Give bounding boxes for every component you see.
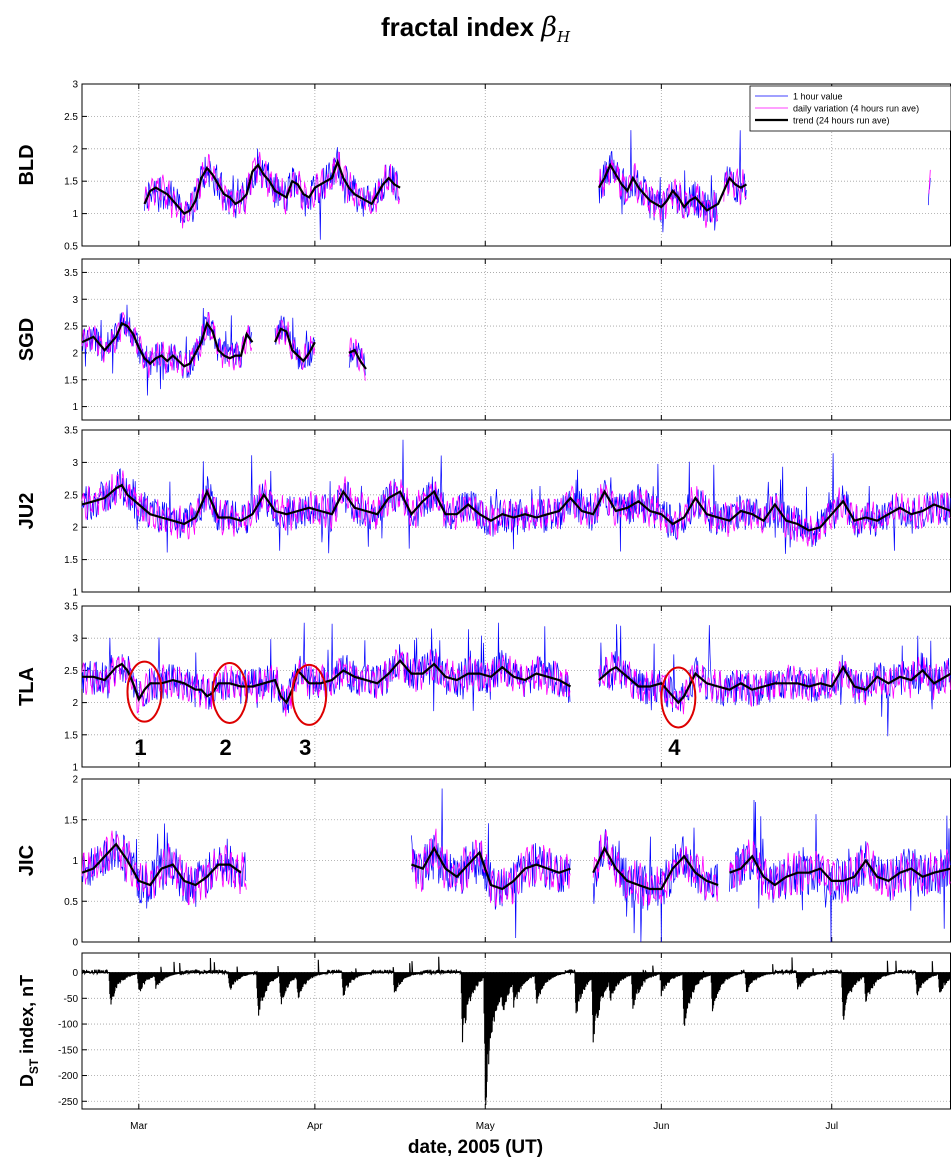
panel-ju2-y-tick-label: 2 bbox=[72, 523, 78, 534]
panel-sgd-y-tick-label: 1 bbox=[72, 402, 78, 413]
panel-ju2-y-tick-label: 1 bbox=[72, 588, 78, 599]
panel-dst-y-tick-label: 0 bbox=[72, 968, 78, 979]
panel-tla-y-tick-label: 1.5 bbox=[64, 730, 78, 741]
panel-jic-daily-line bbox=[411, 828, 571, 907]
legend-label-1: 1 hour value bbox=[793, 92, 843, 102]
panel-sgd-y-tick-label: 1.5 bbox=[64, 375, 78, 386]
panel-jic-trend-line bbox=[81, 842, 242, 887]
annotation-circle-3 bbox=[291, 663, 328, 726]
x-axis-label: date, 2005 (UT) bbox=[407, 1137, 544, 1158]
panel-jic-hourly-line bbox=[592, 827, 719, 943]
panel-ju2-ylabel: JU2 bbox=[16, 493, 38, 530]
panel-sgd-frame bbox=[81, 258, 951, 421]
panel-jic-trend-line bbox=[411, 846, 571, 891]
panel-sgd-daily-line bbox=[348, 337, 366, 381]
x-tick-label-jul: Jul bbox=[825, 1121, 838, 1132]
chart-title: fractal index βH bbox=[0, 12, 951, 46]
panel-tla-y-tick-label: 2 bbox=[72, 698, 78, 709]
annotation-label-2: 2 bbox=[220, 735, 232, 760]
panel-jic-daily-line bbox=[729, 839, 951, 904]
x-tick-label-may: May bbox=[476, 1121, 495, 1132]
panel-bld-grid: 0.5 1 1.5 2 2.5 3 bbox=[64, 80, 951, 253]
panel-bld-ylabel: BLD bbox=[16, 144, 38, 185]
panel-bld-daily-line bbox=[723, 168, 747, 206]
annotation-label-1: 1 bbox=[134, 735, 146, 760]
panel-sgd-trend-line bbox=[274, 327, 316, 363]
panel-sgd-trend-line bbox=[81, 320, 254, 368]
panel-jic-trend-line bbox=[729, 854, 951, 887]
panel-dst-y-tick-label: -250 bbox=[58, 1097, 78, 1108]
panel-bld-y-tick-label: 2.5 bbox=[64, 112, 78, 123]
panel-tla-ylabel: TLA bbox=[16, 667, 38, 706]
dst-index-bars bbox=[81, 956, 951, 1106]
panel-ju2-y-tick-label: 3 bbox=[72, 458, 78, 469]
annotation-label-3: 3 bbox=[299, 735, 311, 760]
panel-ju2-daily-line bbox=[81, 470, 951, 547]
panel-tla-y-tick-label: 3 bbox=[72, 634, 78, 645]
panel-jic-y-tick-label: 1.5 bbox=[64, 815, 78, 826]
panel-bld-y-tick-label: 3 bbox=[72, 80, 78, 91]
panel-sgd-y-tick-label: 3.5 bbox=[64, 268, 78, 279]
panel-dst-ylabel: DST index, nT bbox=[17, 975, 41, 1087]
annotation-label-4: 4 bbox=[668, 735, 681, 760]
panel-bld-y-tick-label: 2 bbox=[72, 144, 78, 155]
panel-sgd-y-tick-label: 2 bbox=[72, 348, 78, 359]
legend-label-3: trend (24 hours run ave) bbox=[793, 116, 890, 126]
panel-bld-daily-line bbox=[928, 169, 931, 194]
panel-sgd-daily-line bbox=[81, 311, 253, 378]
panel-jic-y-tick-label: 2 bbox=[72, 775, 78, 786]
panel-jic-trend-line bbox=[592, 845, 719, 891]
title-main: fractal index bbox=[380, 12, 535, 42]
panel-jic-ylabel: JIC bbox=[16, 845, 38, 876]
panel-ju2-y-tick-label: 1.5 bbox=[64, 555, 78, 566]
title-subscript: H bbox=[556, 28, 571, 46]
panel-dst-y-tick-label: -150 bbox=[58, 1045, 78, 1056]
panel-tla-y-tick-label: 1 bbox=[72, 763, 78, 774]
panel-tla-y-tick-label: 2.5 bbox=[64, 666, 78, 677]
panel-dst-y-tick-label: -200 bbox=[58, 1071, 78, 1082]
annotation-circle-2 bbox=[211, 661, 248, 724]
annotation-circle-4 bbox=[660, 666, 697, 729]
title-symbol: β bbox=[541, 12, 557, 43]
panel-sgd-y-tick-label: 3 bbox=[72, 295, 78, 306]
panel-ju2-trend-line bbox=[81, 483, 951, 532]
annotation-circle-1 bbox=[126, 660, 163, 723]
panel-bld-trend-line bbox=[597, 162, 748, 212]
panel-tla-trend-line bbox=[598, 665, 951, 705]
panel-jic-y-tick-label: 0.5 bbox=[64, 897, 78, 908]
x-tick-label-jun: Jun bbox=[653, 1121, 669, 1132]
legend-label-2: daily variation (4 hours run ave) bbox=[793, 104, 919, 114]
panel-tla-daily-line bbox=[598, 651, 951, 715]
panel-jic-hourly-line bbox=[411, 788, 571, 939]
panel-dst-y-tick-label: -100 bbox=[58, 1020, 78, 1031]
legend: 1 hour value daily variation (4 hours run… bbox=[749, 85, 951, 132]
panel-bld-y-tick-label: 1 bbox=[72, 209, 78, 220]
legend-box bbox=[749, 85, 951, 132]
panel-bld-y-tick-label: 1.5 bbox=[64, 177, 78, 188]
panel-ju2-y-tick-label: 3.5 bbox=[64, 426, 78, 437]
panel-bld-trend-line bbox=[143, 158, 401, 215]
panel-dst-y-tick-label: -50 bbox=[64, 994, 79, 1005]
panel-jic-daily-line bbox=[592, 830, 719, 906]
panel-bld-y-tick-label: 0.5 bbox=[64, 242, 78, 253]
x-tick-label-apr: Apr bbox=[307, 1121, 323, 1132]
x-tick-label-mar: Mar bbox=[130, 1121, 148, 1132]
panel-jic-y-tick-label: 1 bbox=[72, 856, 78, 867]
panel-bld-daily-line bbox=[598, 159, 718, 228]
panel-ju2-y-tick-label: 2.5 bbox=[64, 490, 78, 501]
panel-jic-y-tick-label: 0 bbox=[72, 938, 78, 949]
panel-jic-daily-line bbox=[81, 830, 247, 906]
panel-tla-grid: 1 1.5 2 2.5 3 3.5 bbox=[64, 602, 951, 774]
panel-sgd-trend-line bbox=[348, 348, 367, 370]
panel-sgd-y-tick-label: 2.5 bbox=[64, 322, 78, 333]
panel-tla-y-tick-label: 3.5 bbox=[64, 602, 78, 613]
panel-sgd-ylabel: SGD bbox=[16, 318, 38, 361]
